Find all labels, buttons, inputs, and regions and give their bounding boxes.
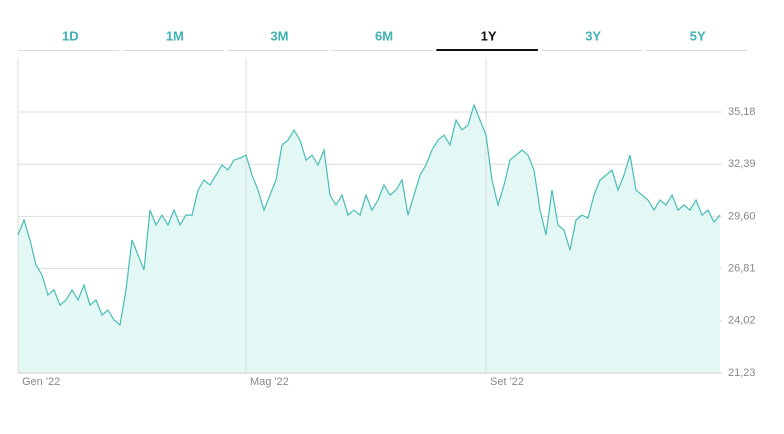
y-tick-label: 24,02 bbox=[728, 315, 756, 327]
y-tick-label: 26,81 bbox=[728, 263, 756, 275]
tab[interactable] bbox=[540, 20, 643, 52]
y-tick-label: 29,60 bbox=[728, 210, 756, 222]
tab-label[interactable]: 6M bbox=[375, 28, 393, 43]
tab-label[interactable]: 3Y bbox=[585, 28, 601, 43]
tab-underline bbox=[331, 50, 434, 51]
tab[interactable] bbox=[18, 20, 120, 52]
tab[interactable] bbox=[331, 20, 434, 52]
tab-label[interactable]: 5Y bbox=[690, 28, 706, 43]
tab-underline bbox=[227, 50, 329, 51]
tab[interactable] bbox=[122, 20, 225, 52]
tab-label[interactable]: 1M bbox=[166, 28, 184, 43]
x-tick-label: Mag '22 bbox=[250, 376, 289, 388]
y-tick-label: 35,18 bbox=[728, 106, 756, 118]
y-tick-label: 32,39 bbox=[728, 158, 756, 170]
tab-underline bbox=[540, 50, 643, 51]
area bbox=[18, 105, 720, 373]
x-tick-label: Set '22 bbox=[490, 376, 524, 388]
y-tick-label: 21,23 bbox=[728, 367, 756, 379]
tab[interactable] bbox=[227, 20, 329, 52]
x-tick-label: Gen '22 bbox=[22, 376, 60, 388]
tab-underline bbox=[645, 50, 747, 51]
tab-underline bbox=[122, 50, 225, 51]
tab[interactable] bbox=[645, 20, 747, 52]
tab-label[interactable]: 1Y bbox=[481, 28, 497, 43]
tab-underline bbox=[436, 49, 538, 51]
line bbox=[17, 103, 721, 327]
tab-underline bbox=[18, 50, 120, 51]
tab-label[interactable]: 3M bbox=[270, 28, 288, 43]
tab[interactable] bbox=[436, 20, 538, 52]
tab-label[interactable]: 1D bbox=[62, 28, 79, 43]
